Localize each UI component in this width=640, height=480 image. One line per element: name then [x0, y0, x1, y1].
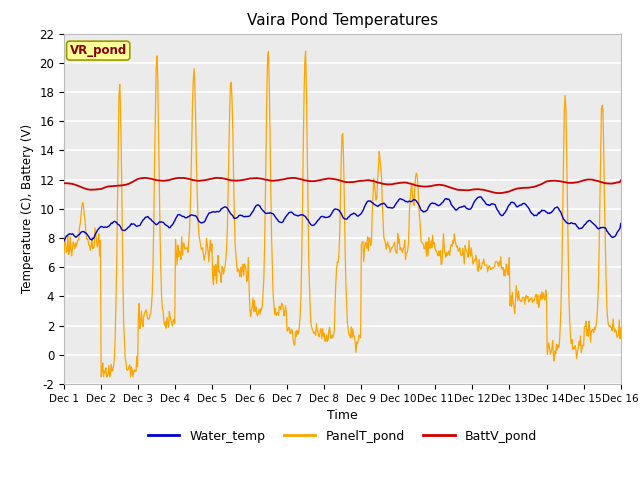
X-axis label: Time: Time: [327, 409, 358, 422]
Title: Vaira Pond Temperatures: Vaira Pond Temperatures: [247, 13, 438, 28]
Legend: Water_temp, PanelT_pond, BattV_pond: Water_temp, PanelT_pond, BattV_pond: [143, 425, 542, 448]
Y-axis label: Temperature (C), Battery (V): Temperature (C), Battery (V): [20, 124, 34, 293]
Text: VR_pond: VR_pond: [70, 44, 127, 57]
